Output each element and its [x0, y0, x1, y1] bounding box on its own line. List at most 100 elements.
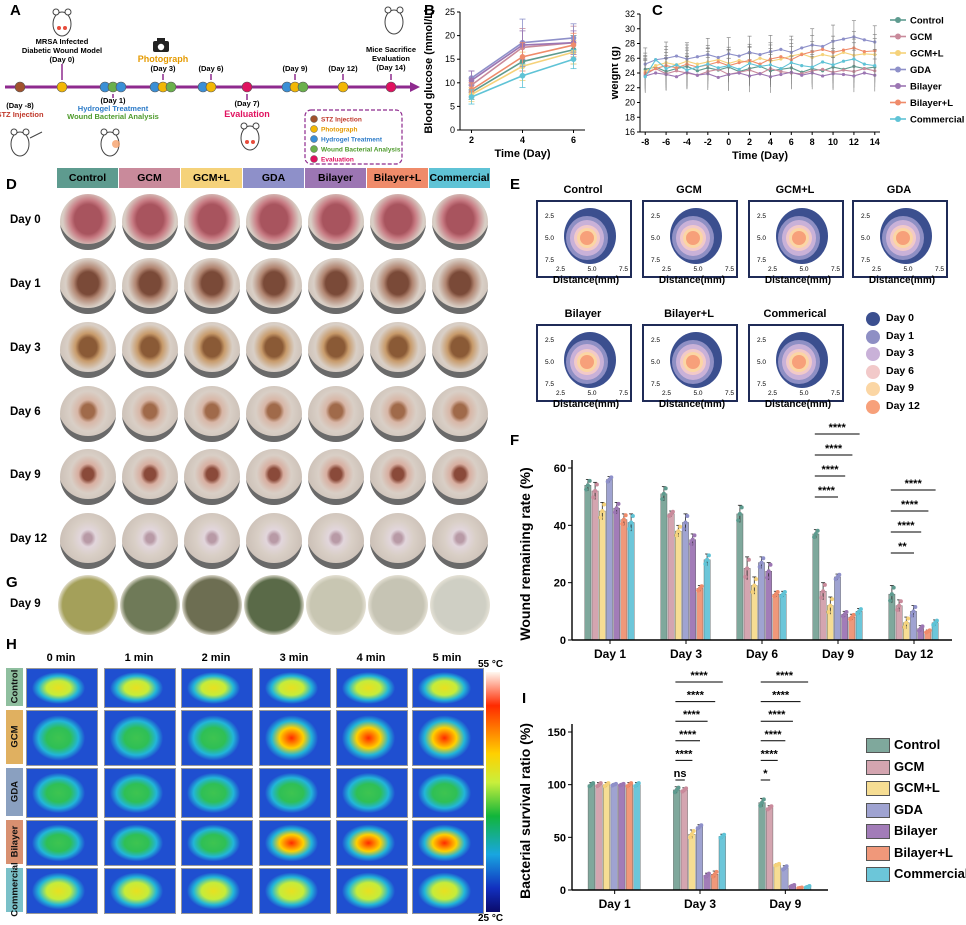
significance-label: **** — [829, 422, 847, 434]
wound-photo — [432, 513, 488, 569]
bar — [618, 784, 626, 891]
thermal-image — [336, 768, 408, 818]
panel-label-e: E — [510, 176, 521, 193]
contour-level — [580, 231, 594, 245]
data-point — [862, 71, 866, 75]
replicate-point — [927, 628, 932, 633]
data-point — [821, 44, 825, 49]
significance-label: **** — [905, 478, 923, 490]
replicate-point — [683, 520, 688, 525]
replicate-point — [815, 528, 820, 533]
contour-plot: 2.5 5.0 7.5 — [642, 200, 738, 278]
legend-marker — [895, 50, 901, 56]
legend-marker — [895, 116, 901, 122]
y-tick-label: 26 — [625, 53, 635, 63]
group-header: Bilayer+L — [367, 168, 428, 188]
x-tick-row: 2.5 5.0 7.5 — [556, 390, 628, 397]
mouse-icon-day7 — [240, 122, 260, 151]
y-tick-label: 10 — [445, 78, 455, 88]
data-point — [852, 57, 856, 61]
replicate-point — [613, 781, 618, 786]
bacterial-plate — [244, 575, 304, 635]
significance-label: ns — [674, 768, 687, 780]
tl-legend-dot — [310, 145, 318, 153]
series-line — [645, 47, 875, 74]
replicate-point — [722, 832, 727, 837]
replicate-point — [821, 589, 826, 594]
y-tick-label: 7.5 — [757, 381, 766, 388]
thermal-image — [336, 820, 408, 866]
data-point — [862, 66, 866, 71]
thermal-image — [104, 868, 176, 914]
contour-legend-label: Day 9 — [886, 382, 915, 394]
wound-photo — [122, 258, 178, 314]
replicate-point — [621, 517, 626, 522]
bar — [718, 836, 726, 891]
legend-label: GCM — [910, 32, 932, 43]
tl-legend-dot — [310, 135, 318, 143]
data-point — [758, 52, 762, 57]
tl-legend-dot — [310, 115, 318, 123]
thermal-image — [336, 868, 408, 914]
data-point — [654, 66, 658, 71]
replicate-point — [670, 509, 675, 514]
replicate-point — [898, 599, 903, 604]
replicate-point — [807, 884, 812, 889]
replicate-point — [598, 515, 603, 520]
contour-level — [792, 231, 806, 245]
contour-legend-label: Day 6 — [886, 364, 915, 377]
data-point — [695, 65, 699, 69]
wound-photo — [122, 322, 178, 378]
replicate-point — [750, 589, 755, 594]
tl-day0-label-3: (Day 0) — [49, 55, 75, 64]
y-tick-label: 50 — [554, 832, 566, 844]
x-tick-label: 7.5 — [934, 266, 944, 273]
tl-day1-label: (Day 1) — [100, 96, 126, 105]
replicate-point — [706, 871, 711, 876]
wound-photo — [370, 322, 426, 378]
replicate-point — [784, 864, 789, 869]
camera-icon — [153, 38, 169, 52]
x-tick-label: 7.5 — [830, 266, 840, 273]
bar — [772, 593, 780, 641]
bar — [689, 539, 697, 641]
wound-photo — [60, 386, 116, 442]
data-point — [674, 75, 679, 79]
wound-photo — [370, 449, 426, 505]
bar — [633, 784, 641, 891]
significance-label: **** — [764, 729, 782, 741]
replicate-point — [752, 583, 757, 588]
tl-legend-dot — [310, 125, 318, 133]
bar — [627, 522, 635, 641]
thermal-image — [259, 710, 331, 766]
bar — [834, 576, 841, 641]
legend-swatch — [866, 759, 890, 775]
panel-label-g: G — [6, 574, 18, 591]
timeline-node — [14, 81, 26, 93]
y-tick-label: 20 — [554, 578, 566, 590]
y-axis-label: Wound remaining rate (%) — [517, 467, 533, 640]
timeline-node — [337, 81, 349, 93]
y-tick-label: 7.5 — [545, 381, 554, 388]
data-point — [779, 69, 783, 74]
legend-label: Bilayer — [894, 823, 938, 838]
timeline-diagram: MRSA Infected Diabetic Wound Model (Day … — [0, 6, 420, 165]
day-row-label: Day 6 — [10, 406, 41, 418]
data-point — [674, 69, 679, 73]
y-tick-label: 5.0 — [545, 359, 554, 366]
panel-label-c: C — [652, 2, 663, 19]
data-point — [841, 59, 846, 63]
x-tick-label: 2.5 — [872, 266, 882, 273]
contour-xlabel: Distance(mm) — [764, 399, 832, 410]
significance-label: **** — [687, 690, 705, 702]
data-point — [716, 58, 720, 62]
x-tick-row: 2.5 5.0 7.5 — [768, 266, 840, 273]
group-header: GDA — [243, 168, 304, 188]
replicate-point — [660, 497, 665, 502]
data-point — [841, 48, 846, 52]
y-tick-label: 7.5 — [545, 257, 554, 264]
y-tick-label: 7.5 — [861, 257, 870, 264]
wound-photo — [308, 513, 364, 569]
contour-level — [580, 355, 594, 369]
data-point — [468, 94, 475, 100]
